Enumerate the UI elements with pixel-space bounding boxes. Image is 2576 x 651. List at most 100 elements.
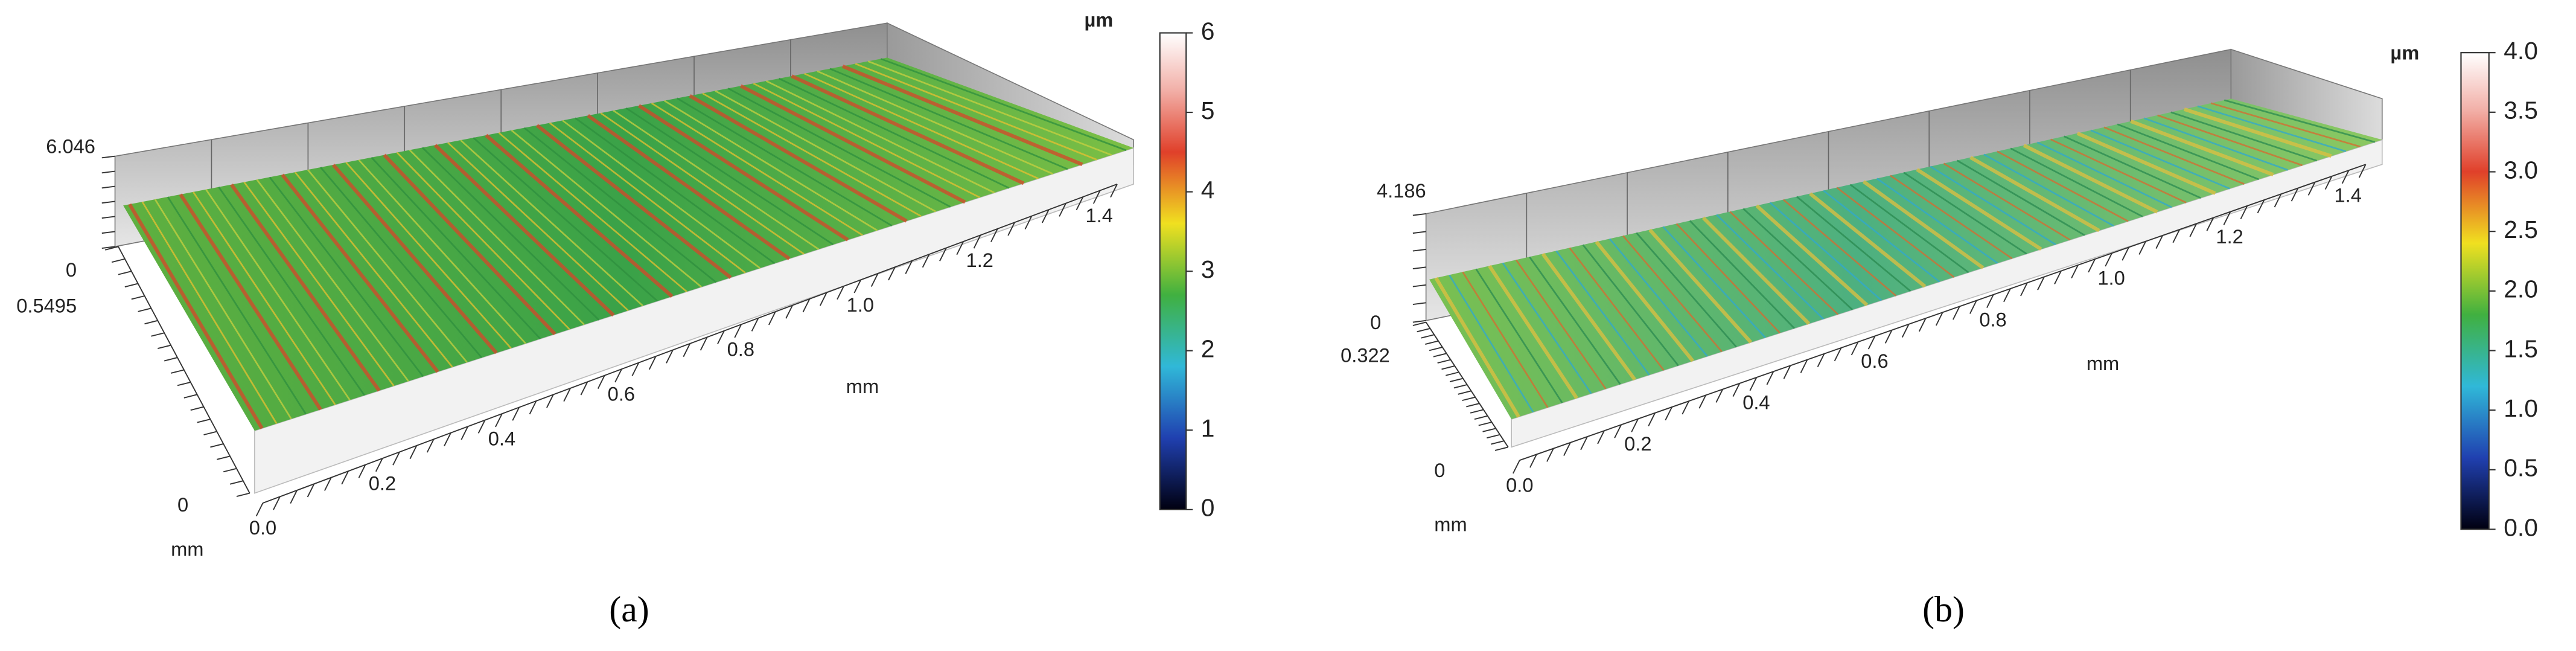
y-axis-tick	[111, 258, 126, 263]
x-axis-tick	[1059, 203, 1066, 217]
y-axis-tick	[1425, 340, 1439, 345]
x-axis-tick	[683, 343, 691, 358]
surface-ridge	[1823, 190, 1940, 283]
z-axis-tick	[1412, 231, 1426, 234]
y-axis-tick	[236, 492, 250, 498]
surface-ridge	[1622, 235, 1723, 353]
surface-ridge	[1755, 204, 1869, 307]
surface-ridge	[2130, 119, 2274, 177]
colorbar-tick-label: 1.5	[2504, 335, 2538, 362]
surface-ridge	[1876, 178, 1998, 264]
y-zero-label: 0	[1434, 459, 1445, 481]
y-axis-tick	[1462, 396, 1476, 402]
colorbar	[2460, 52, 2490, 530]
surface-ridge	[523, 127, 717, 283]
x-tick-label: 1.0	[847, 293, 874, 316]
y-axis-tick	[1478, 422, 1492, 426]
surface-ridge	[269, 176, 424, 377]
colorbar	[1159, 32, 1187, 510]
y-axis-tick	[158, 344, 171, 350]
surface-ridge	[358, 159, 526, 344]
y-axis-tick	[197, 418, 211, 423]
x-axis-tick	[2324, 176, 2333, 190]
colorbar-tick-label: 4.0	[2504, 37, 2538, 65]
y-axis-tick	[1470, 409, 1484, 414]
surface-ridge	[1862, 180, 1985, 269]
x-axis-tick	[751, 318, 759, 332]
surface-ridge	[1462, 271, 1549, 408]
x-axis-tick	[1580, 436, 1588, 451]
surface-ridge	[2090, 129, 2230, 190]
y-axis-tick	[203, 431, 217, 435]
x-tick-label: 0.6	[1861, 350, 1888, 372]
surface-ridge	[2224, 99, 2376, 143]
x-axis-tick	[785, 305, 793, 319]
caption: (a)	[609, 589, 649, 629]
x-axis-tick	[2037, 277, 2045, 290]
y-axis-tick	[1437, 359, 1451, 364]
surface-ridge	[511, 129, 703, 288]
surface-ridge	[205, 188, 351, 401]
colorbar-unit: µm	[1084, 8, 1113, 31]
x-axis-tick	[1749, 377, 1758, 391]
front-face	[1511, 139, 2383, 448]
x-axis-tick	[922, 254, 930, 268]
y-axis-tick	[210, 443, 224, 448]
x-axis-tick	[853, 279, 862, 293]
surface-ridge	[383, 153, 556, 336]
surface-ridge	[1930, 165, 2056, 246]
x-axis-tick	[1076, 196, 1084, 211]
x-axis-tick	[1597, 430, 1605, 444]
surface-ridge	[1608, 238, 1708, 357]
x-axis-tick	[1631, 418, 1639, 432]
z-zero-label: 0	[1370, 311, 1381, 333]
x-axis-tick	[1614, 424, 1622, 438]
surface-ridge	[625, 107, 834, 246]
z-top-label: 4.186	[1377, 179, 1426, 202]
x-axis-tick	[2341, 170, 2350, 184]
colorbar-tick-label: 2	[1201, 335, 1215, 363]
colorbar-tick-label: 0.0	[2504, 513, 2538, 541]
x-axis-tick	[1698, 394, 1707, 409]
y-axis-tick	[217, 455, 231, 460]
surface-ridge	[651, 102, 863, 236]
z-axis-tick	[101, 155, 115, 159]
x-axis-tick	[512, 407, 520, 421]
surface-ridge	[498, 132, 687, 293]
x-axis-tick	[1110, 184, 1118, 198]
surface-ridge	[1716, 214, 1825, 320]
y-axis-tick	[1446, 371, 1459, 376]
surface-ridge	[1675, 223, 1781, 334]
colorbar-tick-label: 0.5	[2504, 454, 2538, 482]
z-axis-tick	[1412, 248, 1426, 252]
z-axis-tick	[101, 185, 115, 189]
x-tick-label: 0.4	[488, 427, 515, 449]
surface-ridge	[243, 181, 395, 386]
x-tick-label: 1.4	[2334, 184, 2361, 207]
surface-ridge	[1488, 265, 1578, 400]
y-axis-tick	[183, 394, 197, 399]
y-axis-tick	[1412, 321, 1426, 326]
surface-ridge	[294, 172, 453, 368]
surface-ridge	[1983, 153, 2114, 227]
surface	[1429, 98, 2382, 420]
plots: 0.0 0.2 0.4 0.6 0.8 1.0 1.2 1.4 6.046 0 0.5495 0 mm m…	[16, 8, 2538, 629]
x-axis-tick	[1935, 312, 1943, 326]
surface-ridge	[855, 63, 1097, 161]
x-axis-tick	[614, 368, 622, 383]
surface-ridge	[1529, 256, 1621, 385]
surface-ridge	[485, 133, 674, 298]
x-axis-tick	[1513, 460, 1520, 474]
x-axis-tick	[2358, 164, 2367, 178]
surface-ridge	[1449, 274, 1534, 413]
x-axis-tick	[2257, 199, 2265, 214]
x-axis-tick	[956, 241, 964, 255]
z-axis-tick	[101, 200, 115, 204]
surface-ridge	[778, 77, 1010, 189]
surface-ridge	[613, 109, 820, 250]
x-axis-tick	[1952, 306, 1960, 320]
x-axis-tick	[2189, 223, 2198, 237]
surface-ridge	[1903, 172, 2027, 255]
x-axis-tick	[392, 452, 400, 466]
